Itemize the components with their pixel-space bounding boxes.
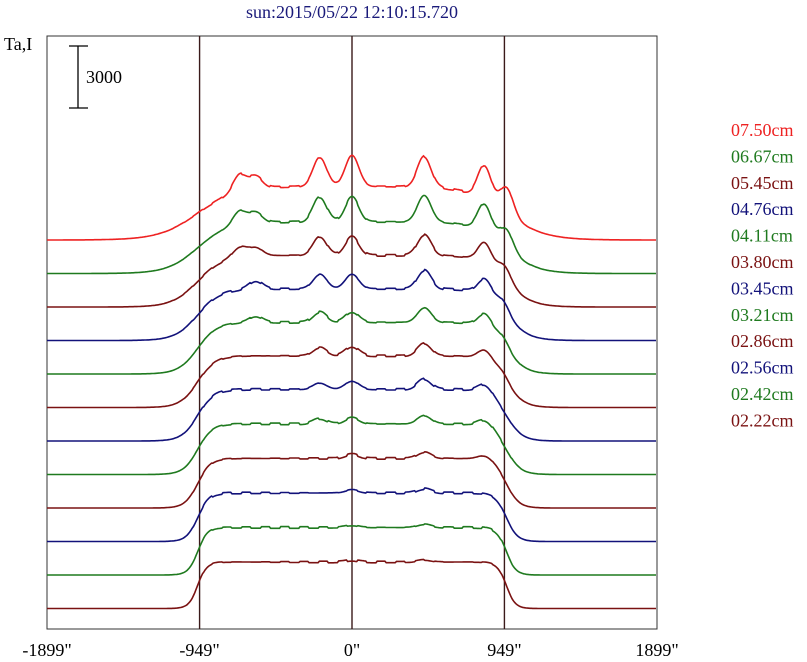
- legend-entry: 04.11cm: [731, 226, 793, 246]
- x-tick-label: 1899": [635, 640, 678, 660]
- series-lines: [47, 154, 656, 610]
- legend-entry: 02.56cm: [731, 358, 794, 378]
- series-line-02.42cm: [47, 523, 656, 576]
- series-line-03.21cm: [47, 414, 656, 476]
- series-line-03.80cm: [47, 341, 656, 409]
- x-tick-label: -1899": [22, 640, 71, 660]
- legend-entry: 04.76cm: [731, 199, 794, 219]
- legend: 07.50cm 06.67cm 05.45cm 04.76cm 04.11cm 03.80…: [731, 120, 794, 430]
- series-line-02.22cm: [47, 558, 656, 610]
- scale-bar-label: 3000: [86, 67, 122, 87]
- legend-entry: 03.21cm: [731, 305, 794, 325]
- y-axis-label: Ta,I: [4, 34, 32, 54]
- series-line-04.11cm: [47, 306, 656, 375]
- legend-entry: 02.86cm: [731, 331, 794, 351]
- legend-entry: 02.22cm: [731, 410, 794, 430]
- series-line-02.56cm: [47, 487, 656, 543]
- x-tick-label: 949": [487, 640, 521, 660]
- scale-bar: 3000: [69, 45, 122, 109]
- series-line-06.67cm: [47, 194, 656, 275]
- legend-entry: 07.50cm: [731, 120, 794, 140]
- legend-entry: 02.42cm: [731, 384, 794, 404]
- reference-lines: [198, 36, 506, 629]
- series-line-05.45cm: [47, 233, 656, 308]
- series-line-02.86cm: [47, 450, 656, 509]
- legend-entry: 06.67cm: [731, 146, 794, 166]
- legend-entry: 03.45cm: [731, 278, 794, 298]
- series-line-04.76cm: [47, 268, 656, 342]
- legend-entry: 03.80cm: [731, 252, 794, 272]
- series-line-03.45cm: [47, 377, 656, 442]
- x-tick-label: -949": [179, 640, 219, 660]
- chart-title: sun:2015/05/22 12:10:15.720: [246, 2, 458, 22]
- series-line-07.50cm: [47, 154, 656, 241]
- legend-entry: 05.45cm: [731, 173, 794, 193]
- x-tick-label: 0": [344, 640, 360, 660]
- x-tick-labels: -1899" -949" 0" 949" 1899": [22, 640, 678, 660]
